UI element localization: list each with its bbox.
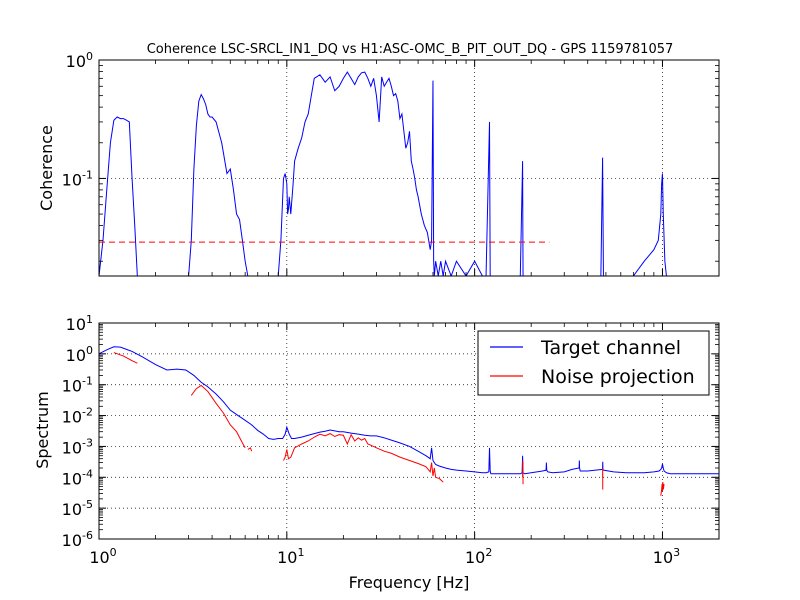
spectrum-y-tick-label: 100 (66, 344, 93, 365)
spectrum-panel: Spectrum Frequency [Hz] 101 100 10-1 10-2 10… (33, 313, 720, 592)
spectrum-y-tick-label: 10-6 (62, 529, 93, 550)
coherence-y-tick-label: 10-1 (62, 168, 93, 189)
spectrum-series-line-1 (660, 482, 665, 496)
coherence-y-axis-label: Coherence (37, 125, 56, 211)
spectrum-y-tick-label: 10-2 (62, 406, 93, 427)
spectrum-x-tick-label: 102 (465, 546, 492, 567)
spectrum-y-tick-label: 10-4 (62, 467, 93, 488)
spectrum-y-axis-label: Spectrum (33, 391, 52, 469)
coherence-grid (99, 60, 719, 276)
spectrum-series-line-1 (283, 433, 444, 483)
spectrum-y-tick-label: 10-3 (62, 436, 93, 457)
legend-label-target: Target channel (540, 337, 681, 359)
frequency-x-axis-label: Frequency [Hz] (349, 573, 470, 592)
spectrum-x-tick-label: 100 (89, 546, 116, 567)
legend: Target channel Noise projection (477, 330, 710, 396)
coherence-series (99, 71, 678, 276)
coherence-y-tick-label: 100 (66, 50, 93, 71)
spectrum-y-tick-label: 10-5 (62, 498, 93, 519)
spectrum-y-tick-label: 10-1 (62, 375, 93, 396)
spectrum-series-line-1 (247, 447, 253, 452)
legend-label-noise: Noise projection (541, 366, 695, 388)
spectrum-series-line-1 (113, 352, 138, 364)
spectrum-x-tick-label: 101 (277, 546, 304, 567)
spectrum-series-line-1 (190, 384, 246, 449)
spectrum-axes-frame (98, 322, 720, 540)
coherence-series-line-0 (99, 71, 678, 276)
coherence-ticks: 100 10-1 (62, 50, 719, 276)
spectrum-series (99, 346, 719, 496)
coherence-axes-frame (98, 59, 720, 277)
spectrum-x-tick-label: 103 (653, 546, 680, 567)
spectrum-y-tick-label: 101 (66, 313, 93, 334)
coherence-title: Coherence LSC-SRCL_IN1_DQ vs H1:ASC-OMC_… (147, 42, 674, 57)
legend-box (477, 330, 710, 396)
coherence-panel: Coherence LSC-SRCL_IN1_DQ vs H1:ASC-OMC_… (37, 42, 720, 277)
